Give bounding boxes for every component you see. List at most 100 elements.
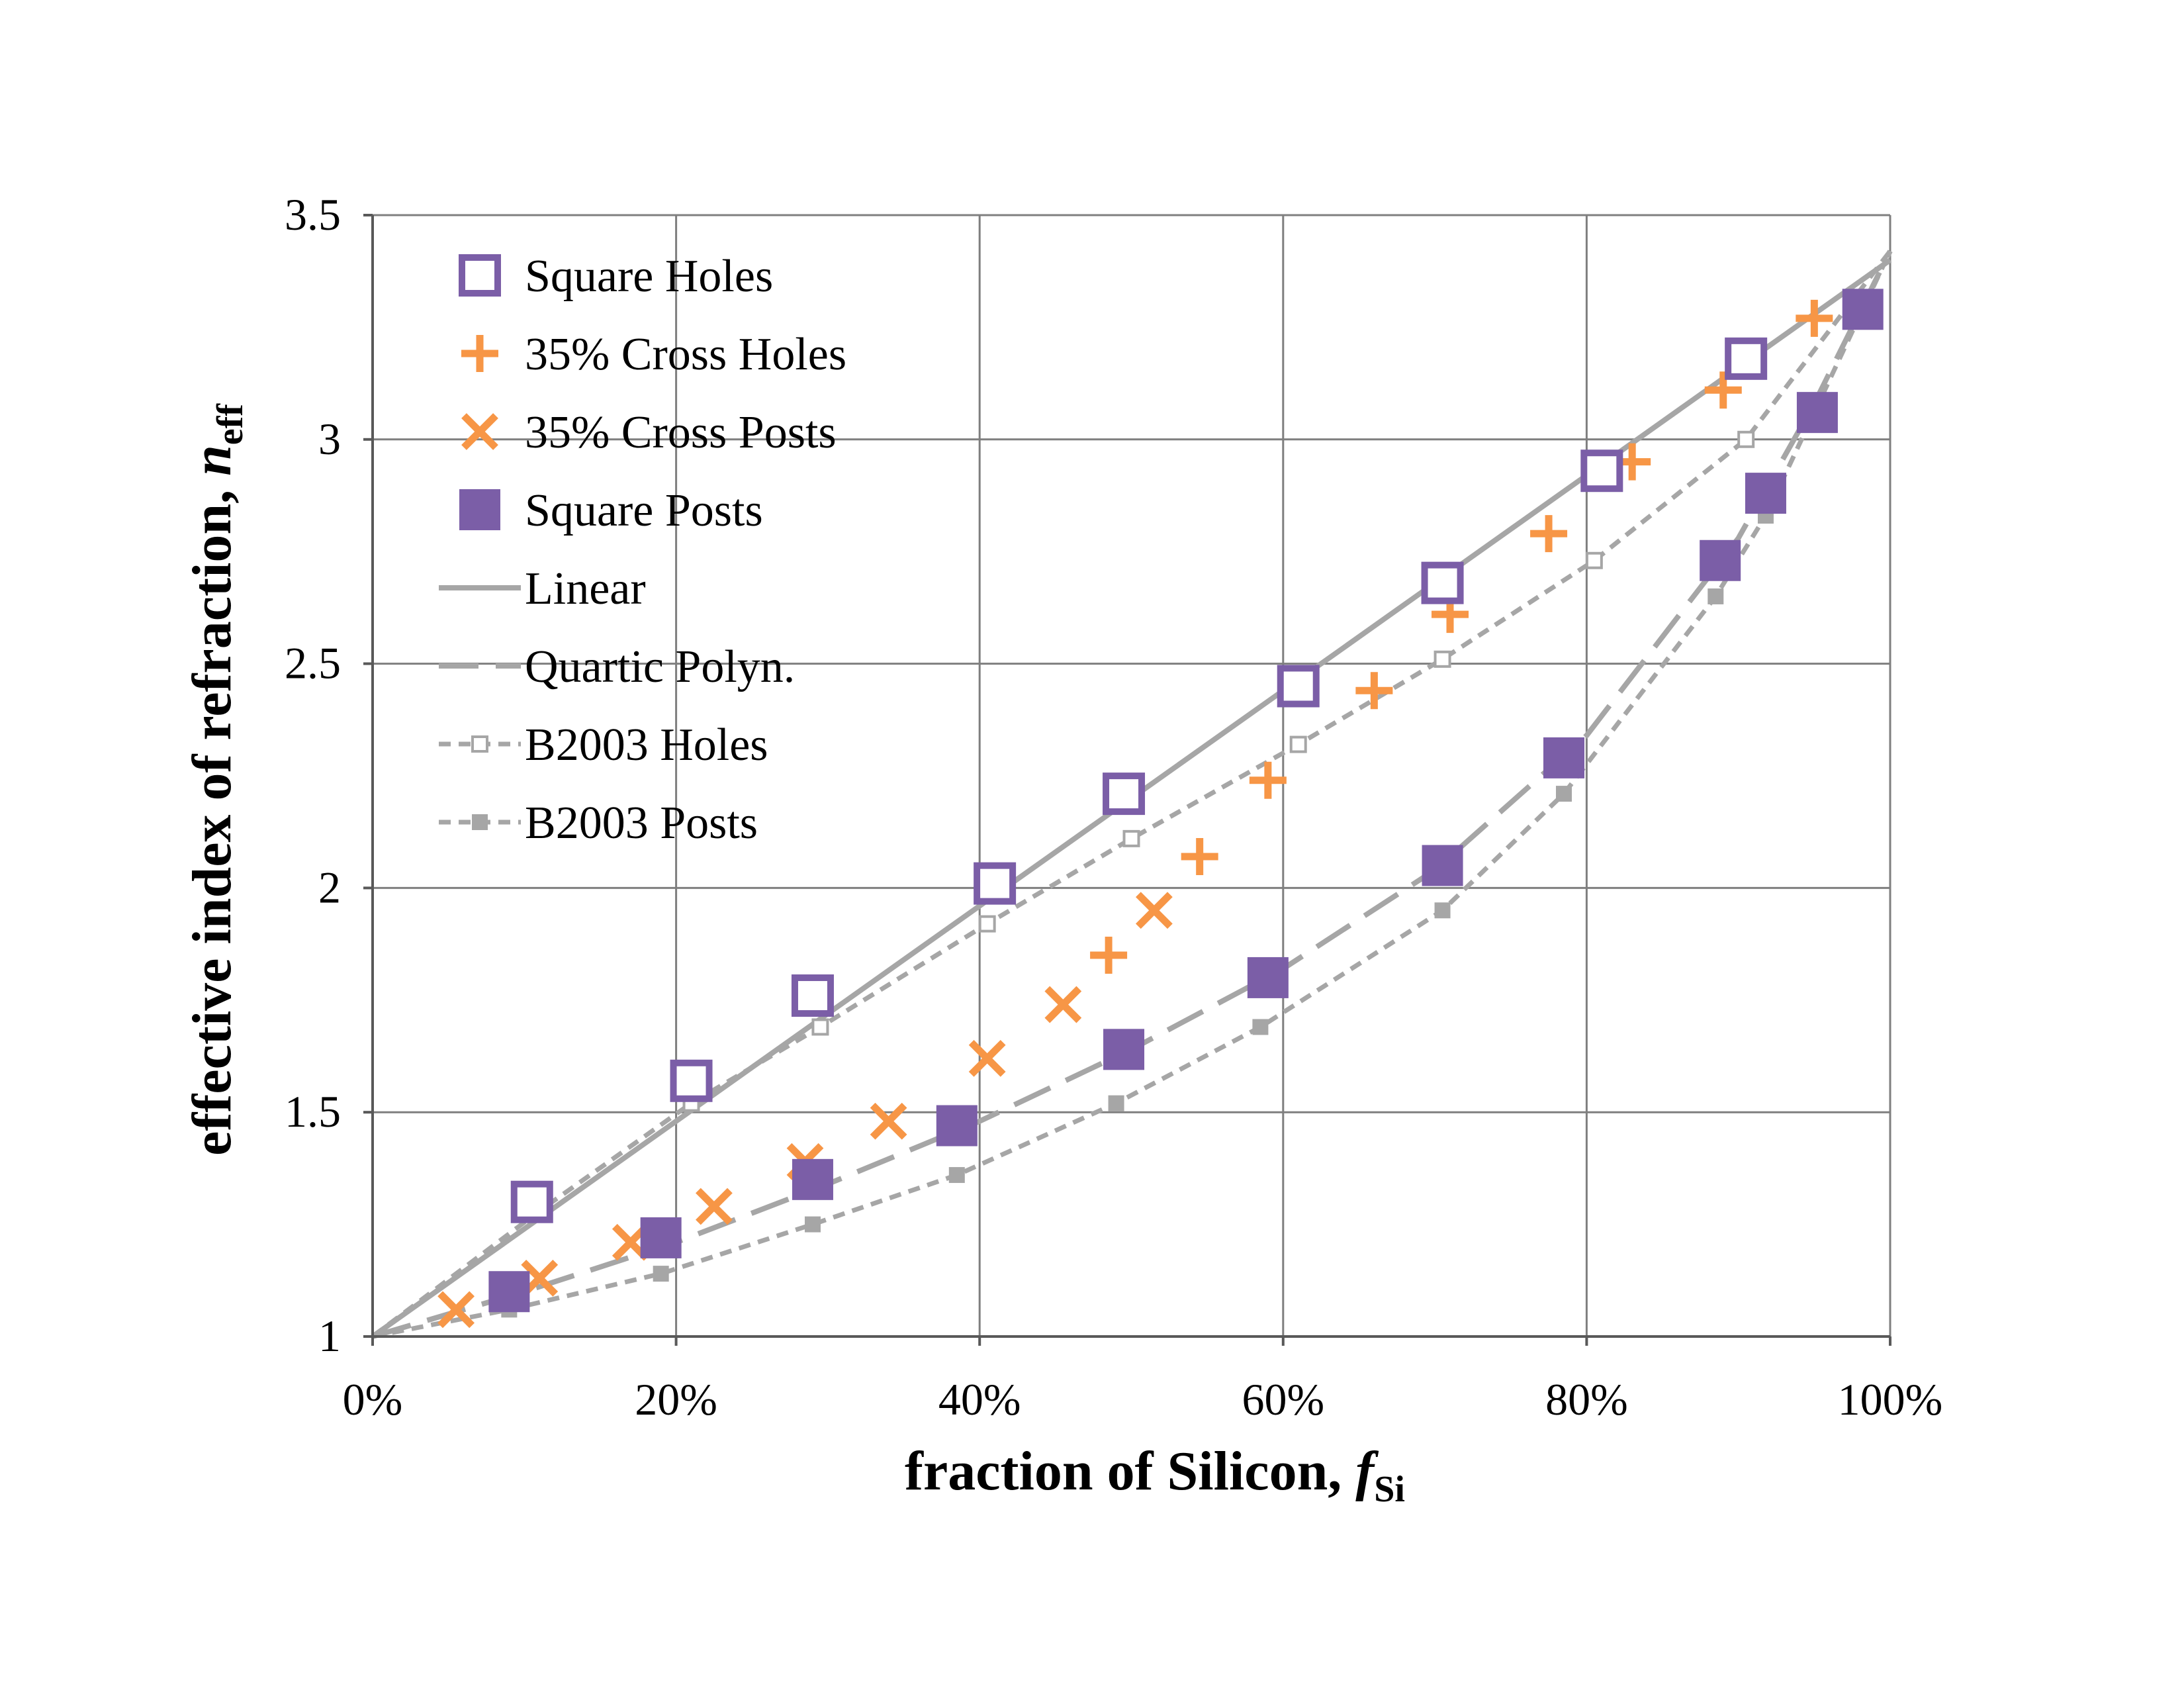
legend-marker-swatch (471, 735, 488, 753)
data-point (936, 1105, 978, 1147)
data-point (1725, 337, 1768, 380)
data-point (1700, 539, 1741, 581)
data-point (1136, 892, 1173, 929)
data-point (811, 1018, 829, 1036)
data-point (1355, 672, 1393, 710)
legend-label: B2003 Holes (525, 720, 768, 771)
series-square-holes (510, 337, 1768, 1223)
y-axis-title-variable: n (181, 445, 243, 476)
y-tick-label: 2 (318, 862, 341, 912)
data-point (1842, 289, 1884, 330)
data-point (968, 1040, 1006, 1077)
legend-entry-linear: Linear (439, 563, 646, 614)
data-point (1103, 773, 1146, 816)
legend-label: Linear (525, 563, 646, 614)
legend: Square Holes 35% Cross Holes 35% Cross Pos… (439, 251, 846, 849)
x-tick-label: 60% (1242, 1374, 1324, 1425)
series-square-posts (488, 289, 1884, 1313)
legend-entry-b2003-holes: B2003 Holes (439, 720, 768, 771)
data-point (1122, 829, 1140, 847)
y-axis-title-subscript: eff (210, 403, 251, 445)
x-tick-label: 80% (1545, 1374, 1628, 1425)
data-point (1103, 1029, 1145, 1070)
legend-marker-swatch (472, 814, 488, 830)
legend-marker-swatch (461, 413, 498, 450)
legend-marker-swatch (459, 254, 501, 297)
legend-label: Square Posts (525, 485, 763, 536)
data-point (640, 1217, 682, 1258)
tick-labels: 0% 20% 40% 60% 80% 100% 1 1.5 2 2.5 3 3.5 (285, 189, 1942, 1425)
y-tick-label: 2.5 (285, 638, 341, 688)
y-axis-title: effective index of refraction, neff (181, 403, 251, 1156)
x-tick-label: 100% (1838, 1374, 1943, 1425)
legend-entry-35-cross-posts: 35% Cross Posts (461, 407, 837, 458)
data-point (1277, 665, 1320, 708)
data-point (978, 915, 996, 933)
legend-label: Square Holes (525, 251, 773, 302)
data-point (1796, 392, 1838, 434)
data-point (696, 1188, 733, 1225)
data-point (1543, 737, 1585, 778)
data-point (437, 1291, 475, 1329)
data-point (1249, 761, 1287, 799)
data-point (1745, 473, 1786, 514)
data-point (804, 1216, 821, 1233)
data-point (1707, 588, 1724, 604)
y-axis-title-text: effective index of refraction, (181, 476, 243, 1156)
series-35-cross-holes (1090, 299, 1833, 974)
x-axis-title-subscript: Si (1374, 1469, 1405, 1510)
y-tick-label: 1.5 (285, 1086, 341, 1137)
y-tick-label: 3.5 (285, 189, 341, 240)
data-point (870, 1102, 907, 1140)
x-axis-title: fraction of Silicon, fSi (905, 1440, 1405, 1510)
data-point (1422, 845, 1463, 886)
data-point (1090, 937, 1128, 974)
series-35-cross-posts (437, 892, 1173, 1329)
data-point (948, 1167, 965, 1184)
data-point (1433, 650, 1451, 668)
x-tick-label: 0% (343, 1374, 403, 1425)
data-point (1289, 735, 1307, 753)
data-point (1434, 902, 1451, 919)
legend-entry-b2003-posts: B2003 Posts (439, 798, 758, 849)
data-point (653, 1266, 669, 1282)
data-point (1796, 299, 1833, 337)
data-point (1530, 515, 1568, 553)
legend-label: 35% Cross Posts (525, 407, 837, 458)
legend-marker-swatch (461, 335, 498, 372)
legend-marker-swatch (459, 489, 500, 530)
data-point (1585, 551, 1603, 569)
legend-entry-35-cross-holes: 35% Cross Holes (461, 329, 846, 380)
data-point (670, 1059, 713, 1102)
data-point (488, 1271, 530, 1313)
legend-entry-quartic-polyn: Quartic Polyn. (439, 641, 795, 692)
legend-entry-square-holes: Square Holes (459, 251, 773, 302)
data-point (792, 1158, 833, 1200)
x-tick-label: 20% (635, 1374, 717, 1425)
legend-label: B2003 Posts (525, 798, 758, 849)
data-point (791, 974, 834, 1017)
legend-entry-square-posts: Square Posts (459, 485, 763, 536)
series-line-b2003-holes (371, 250, 1892, 1338)
data-point (1580, 449, 1623, 492)
y-tick-label: 1 (318, 1311, 341, 1361)
x-axis-title-text: fraction of Silicon, (905, 1440, 1355, 1502)
legend-label: 35% Cross Holes (525, 329, 846, 380)
data-point (1252, 1019, 1269, 1035)
data-point (1044, 986, 1082, 1023)
data-point (1737, 430, 1755, 448)
data-point (1556, 786, 1572, 802)
data-point (1247, 957, 1289, 998)
data-point (1181, 837, 1218, 875)
x-tick-label: 40% (938, 1374, 1021, 1425)
data-point (1421, 561, 1464, 604)
legend-label: Quartic Polyn. (525, 641, 795, 692)
y-tick-label: 3 (318, 414, 341, 464)
data-point (1704, 371, 1742, 409)
data-point (510, 1180, 553, 1223)
data-point (1108, 1095, 1124, 1111)
axes (363, 214, 1891, 1346)
data-point (974, 862, 1017, 905)
